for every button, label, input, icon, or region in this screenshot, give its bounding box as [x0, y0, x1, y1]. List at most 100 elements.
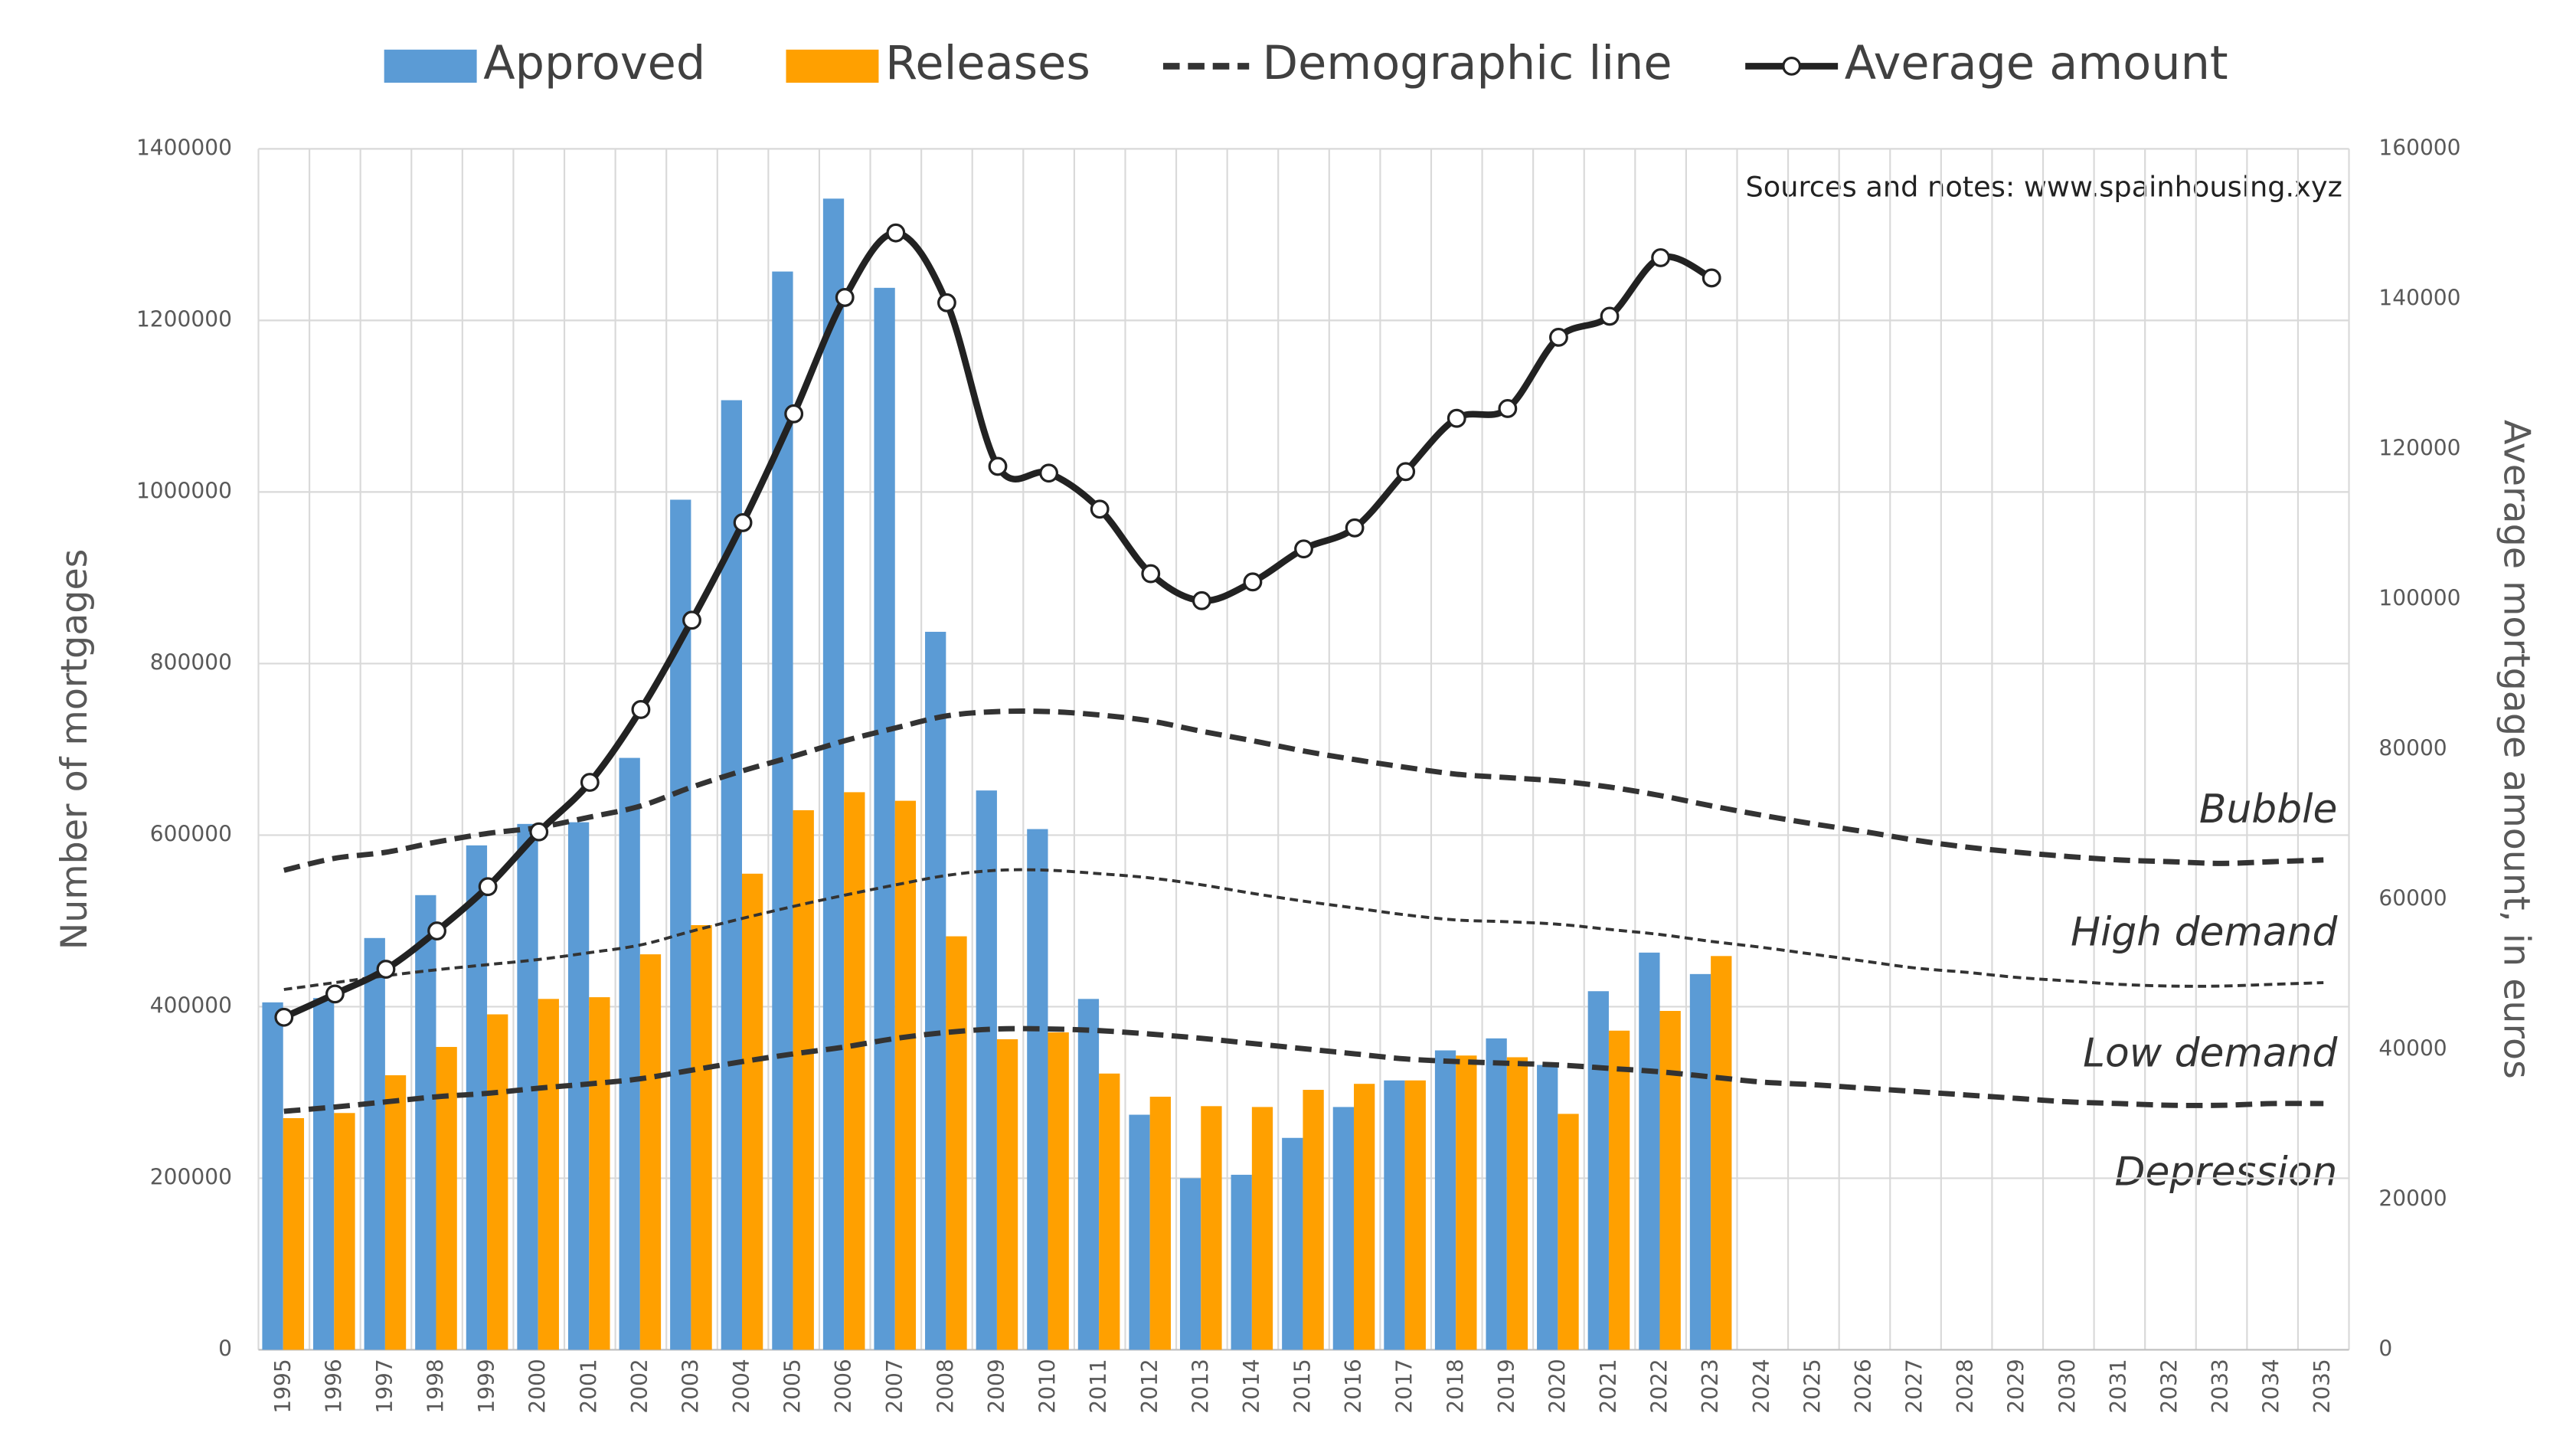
demographic-line	[283, 868, 2324, 991]
bar	[1332, 1107, 1355, 1350]
bar	[313, 998, 335, 1350]
x-tick-label: 2027	[1902, 1359, 1927, 1413]
bar	[466, 845, 488, 1350]
x-tick-label: 2006	[831, 1359, 856, 1413]
demographic-line	[283, 708, 2324, 873]
bar	[1486, 1038, 1507, 1350]
x-tick-label: 2029	[2004, 1359, 2029, 1413]
x-tick-label: 2002	[627, 1359, 652, 1413]
average-marker	[682, 610, 701, 630]
x-tick-label: 2031	[2106, 1359, 2131, 1413]
average-marker	[325, 984, 345, 1004]
bar	[1129, 1114, 1150, 1350]
bar	[1303, 1090, 1324, 1350]
bar	[487, 1014, 508, 1350]
bar	[996, 1039, 1018, 1350]
x-tick-label: 2032	[2156, 1359, 2182, 1413]
y-tick-label: 600000	[150, 821, 232, 846]
x-tick-label: 2034	[2259, 1359, 2284, 1413]
legend-label: Approved	[483, 37, 705, 90]
bar	[589, 997, 610, 1350]
x-tick-label: 1995	[270, 1359, 296, 1413]
average-marker	[1396, 462, 1416, 482]
x-tick-label: 1998	[423, 1359, 449, 1413]
bar	[1558, 1114, 1579, 1350]
x-tick-label: 2022	[1647, 1359, 1672, 1413]
y2-tick-label: 20000	[2378, 1186, 2447, 1211]
bar	[1384, 1080, 1405, 1350]
zone-label: Bubble	[2199, 787, 2338, 832]
bar	[1506, 1057, 1528, 1350]
x-tick-label: 2012	[1137, 1359, 1162, 1413]
y2-tick-label: 80000	[2378, 735, 2447, 760]
bar	[262, 1002, 283, 1350]
average-marker	[886, 223, 906, 243]
x-tick-label: 2015	[1290, 1359, 1316, 1413]
bar	[283, 1118, 305, 1350]
x-tick-label: 2026	[1851, 1359, 1876, 1413]
bar	[1251, 1107, 1273, 1350]
bar	[1434, 1050, 1456, 1350]
x-tick-label: 2023	[1698, 1359, 1723, 1413]
x-tick-label: 1999	[474, 1359, 499, 1413]
bar	[874, 287, 895, 1350]
zone-label: High demand	[2071, 909, 2338, 955]
y2-tick-label: 100000	[2378, 585, 2460, 610]
x-tick-label: 2020	[1545, 1359, 1570, 1413]
y-tick-label: 1400000	[136, 135, 232, 160]
bar	[619, 757, 640, 1350]
x-tick-label: 2000	[525, 1359, 551, 1413]
bar	[538, 999, 559, 1350]
x-tick-label: 2021	[1596, 1359, 1621, 1413]
source-note: Sources and notes: www.spainhousing.xyz	[1746, 171, 2342, 204]
bar	[1639, 952, 1660, 1350]
y-axis-title: Number of mortgages	[54, 549, 96, 950]
legend-label: Demographic line	[1263, 37, 1672, 90]
bar	[946, 936, 967, 1350]
bar	[1048, 1032, 1069, 1350]
average-marker	[427, 921, 446, 940]
average-marker	[376, 960, 396, 979]
legend-swatch	[1782, 56, 1802, 76]
bar	[1201, 1106, 1222, 1350]
legend-label: Average amount	[1845, 37, 2228, 90]
average-marker	[1141, 564, 1161, 584]
average-marker	[580, 773, 600, 792]
y-tick-label: 1200000	[136, 306, 232, 332]
y-tick-label: 800000	[150, 649, 232, 675]
bar	[415, 895, 436, 1350]
average-marker	[1600, 306, 1620, 326]
x-tick-label: 2010	[1035, 1359, 1061, 1413]
average-marker	[1345, 518, 1365, 538]
average-marker	[1090, 499, 1110, 519]
legend-swatch	[384, 49, 477, 83]
average-marker	[835, 288, 855, 307]
x-tick-label: 2019	[1494, 1359, 1519, 1413]
bar	[364, 937, 385, 1350]
bar	[1077, 999, 1100, 1350]
y2-tick-label: 40000	[2378, 1035, 2447, 1061]
average-marker	[631, 700, 651, 719]
x-tick-label: 2016	[1341, 1359, 1366, 1413]
x-tick-label: 2014	[1239, 1359, 1264, 1413]
bar	[436, 1047, 457, 1350]
bar	[1404, 1080, 1426, 1350]
bar	[894, 800, 917, 1350]
bar	[691, 925, 712, 1350]
bar	[1659, 1011, 1681, 1350]
x-tick-label: 2035	[2310, 1359, 2335, 1413]
average-marker	[1243, 572, 1263, 592]
x-tick-label: 2033	[2208, 1359, 2233, 1413]
x-tick-label: 2007	[882, 1359, 907, 1413]
bar	[1099, 1073, 1120, 1350]
y-tick-label: 1000000	[136, 478, 232, 503]
x-tick-label: 1996	[321, 1359, 346, 1413]
average-marker	[478, 877, 498, 897]
average-marker	[1192, 590, 1211, 610]
x-tick-label: 2028	[1953, 1359, 1978, 1413]
bar	[976, 790, 997, 1350]
x-tick-label: 2018	[1443, 1359, 1468, 1413]
x-tick-label: 2001	[576, 1359, 601, 1413]
y2-tick-label: 60000	[2378, 885, 2447, 911]
bar	[844, 792, 865, 1350]
